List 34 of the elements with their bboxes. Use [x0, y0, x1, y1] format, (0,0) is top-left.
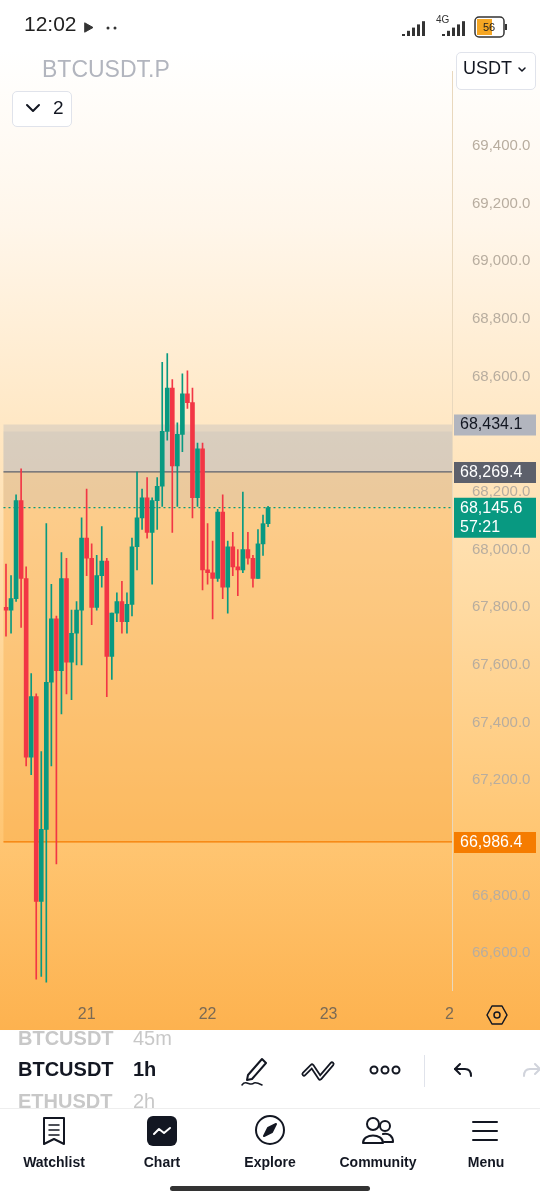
text: 12:02 — [24, 12, 77, 36]
text: Chart — [143, 1154, 181, 1170]
text: 1h — [133, 1058, 157, 1081]
text: Watchlist — [23, 1154, 85, 1170]
y-tick-label: 69,200.0 — [472, 193, 531, 211]
x-tick-label: 23 — [319, 1004, 338, 1022]
y-tick-label: 68,800.0 — [472, 309, 531, 327]
text: BTCUSDT — [18, 1058, 114, 1081]
text: Community — [339, 1154, 417, 1170]
y-tick-label: 68,000.0 — [472, 539, 531, 557]
y-tick-label: 68,600.0 — [472, 366, 531, 384]
x-tick-label: 21 — [77, 1004, 96, 1022]
y-tick-label: 67,400.0 — [472, 712, 531, 730]
y-tick-label: 67,600.0 — [472, 655, 531, 673]
y-tick-label: 66,600.0 — [472, 943, 531, 961]
y-tick-label: 67,800.0 — [472, 597, 531, 615]
ref-line-label: 68,145.6 57:21 — [460, 498, 523, 535]
candlestick — [3, 563, 9, 637]
ref-line-label: 66,986.4 — [460, 832, 523, 850]
chart-title: BTCUSDT.P — [42, 56, 170, 83]
text: Menu — [467, 1154, 505, 1170]
x-tick-label: 2 — [445, 1004, 455, 1022]
y-tick-label: 66,800.0 — [472, 885, 531, 903]
y-tick-label: 68,200.0 — [472, 482, 531, 500]
text: 4G — [436, 14, 450, 25]
y-tick-label: 67,200.0 — [472, 770, 531, 788]
x-tick-label: 22 — [198, 1004, 217, 1022]
text: USDT — [463, 58, 512, 79]
y-tick-label: 69,400.0 — [472, 136, 531, 154]
annotation: 2 — [53, 97, 64, 119]
text: Explore — [244, 1154, 296, 1170]
y-tick-label: 69,000.0 — [472, 251, 531, 269]
ref-line-label: 68,269.4 — [460, 462, 523, 480]
band-label: 68,434.1 — [460, 415, 523, 433]
